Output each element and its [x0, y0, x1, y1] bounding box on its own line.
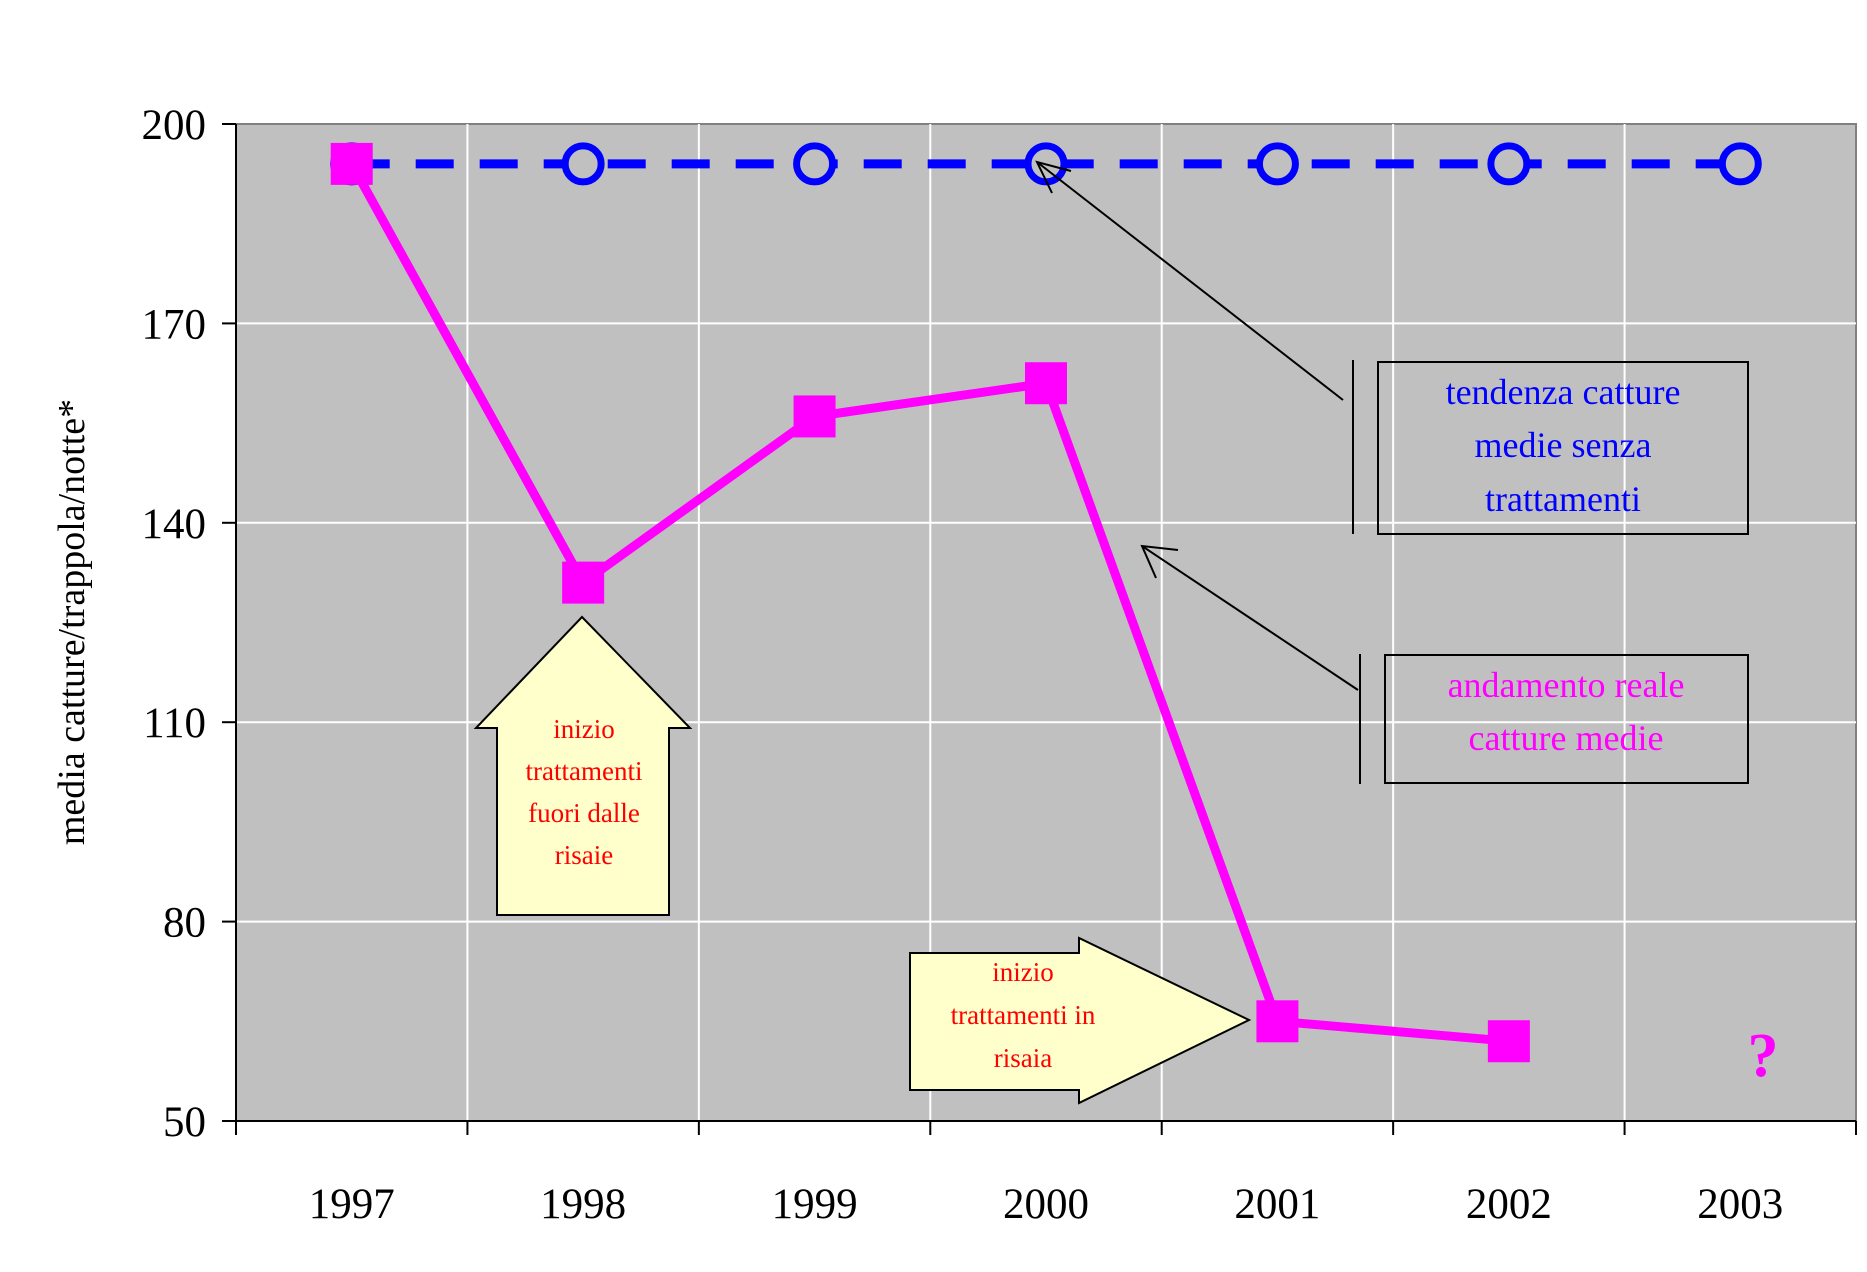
callout-2001-line-1: inizio: [992, 957, 1054, 987]
x-tick-label-2002: 2002: [1466, 1181, 1552, 1228]
y-axis-title: media catture/trappola/notte*: [51, 399, 93, 845]
y-tick-label-3: 140: [142, 501, 207, 548]
x-tick-label-2000: 2000: [1003, 1181, 1089, 1228]
actual-point-1998: [562, 561, 605, 604]
actual-label-box: andamento reale catture medie: [1359, 654, 1749, 784]
x-tick-label-2003: 2003: [1697, 1181, 1783, 1228]
trend-pointer-arrow: [1035, 160, 1344, 401]
y-tick-label-5: 200: [142, 102, 207, 149]
trend-label-frame: [1377, 361, 1749, 535]
x-tick-label-1997: 1997: [309, 1181, 395, 1228]
x-tick-label-1998: 1998: [540, 1181, 626, 1228]
callout-2001-arrow-shape: [909, 936, 1252, 1105]
actual-series-line: [347, 161, 1510, 1046]
callout-1998: inizio trattamenti fuori dalle risaie: [473, 615, 693, 916]
actual-point-2000: [1025, 362, 1067, 405]
callout-1998-line-3: fuori dalle: [528, 798, 640, 828]
trend-label-box: tendenza catture medie senza trattamenti: [1352, 360, 1749, 535]
callout-2001-line-3: risaia: [994, 1043, 1052, 1073]
actual-point-2002: [1487, 1020, 1530, 1063]
actual-point-2001: [1256, 1000, 1299, 1043]
actual-pointer-arrow: [1140, 544, 1359, 691]
y-tick-label-0: 50: [163, 1099, 206, 1146]
actual-point-1997: [330, 142, 373, 185]
actual-label-frame: [1384, 654, 1749, 784]
actual-point-1999: [793, 395, 836, 438]
series-layer: [330, 142, 1762, 1063]
callout-1998-line-4: risaie: [555, 840, 613, 870]
actual-label-line-1: andamento reale: [1448, 665, 1685, 705]
trend-point-2002: [1487, 142, 1531, 186]
question-mark: ?: [1748, 1022, 1779, 1090]
trend-point-2003: [1718, 142, 1762, 186]
callout-1998-line-2: trattamenti: [526, 756, 643, 786]
axes: 50 80 110 140 170 200 1997 1998 1999 2000 2001 2002…: [142, 102, 1857, 1228]
y-tick-label-2: 110: [143, 700, 206, 747]
trend-point-1998: [561, 142, 605, 186]
trend-label-line-1: tendenza catture: [1446, 372, 1681, 412]
y-tick-label-1: 80: [163, 900, 206, 947]
callout-2001-line-2: trattamenti in: [951, 1000, 1096, 1030]
trend-label-line-2: medie senza: [1475, 425, 1652, 465]
trend-point-1999: [793, 142, 837, 186]
callout-1998-arrow-shape: [473, 615, 693, 916]
callout-1998-line-1: inizio: [553, 714, 615, 744]
trend-point-2001: [1255, 142, 1299, 186]
trend-label-line-3: trattamenti: [1485, 479, 1641, 519]
x-tick-label-2001: 2001: [1234, 1181, 1320, 1228]
x-tick-label-1999: 1999: [772, 1181, 858, 1228]
actual-label-line-2: catture medie: [1469, 718, 1664, 758]
y-tick-label-4: 170: [142, 301, 207, 348]
callout-2001: inizio trattamenti in risaia: [909, 936, 1252, 1105]
